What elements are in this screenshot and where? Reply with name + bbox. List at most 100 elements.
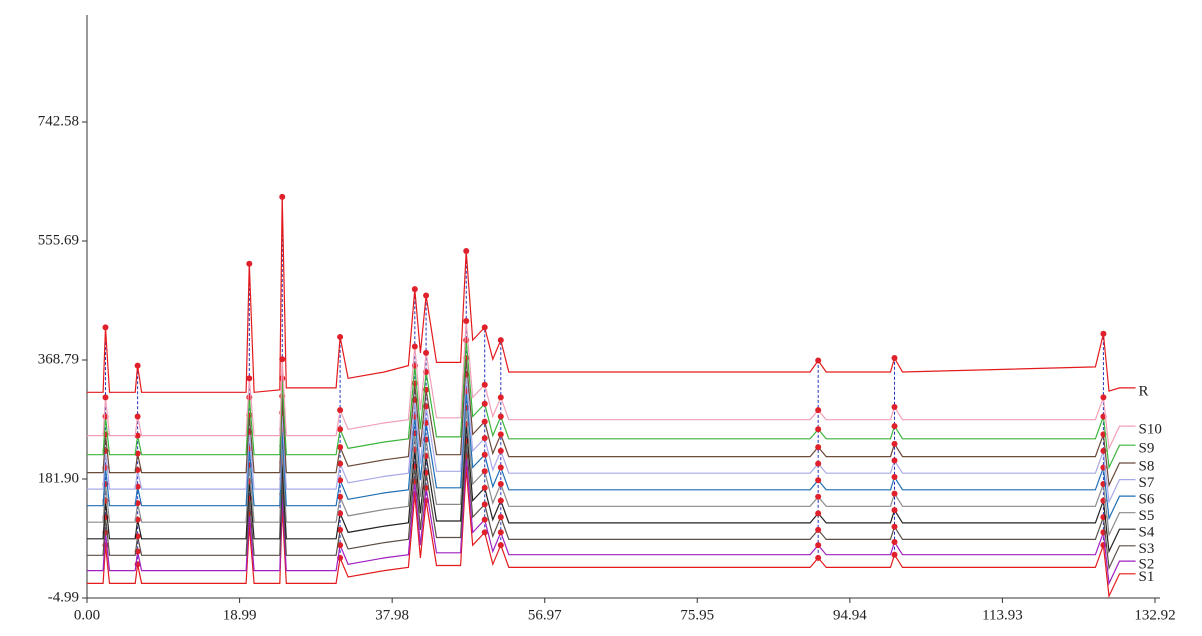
x-tick-label: 132.92 [1134,607,1175,623]
peak-dot [815,554,822,561]
peak-dot [891,538,898,545]
peak-dot [815,444,822,451]
peak-dot [481,381,488,388]
legend-label: S9 [1139,441,1155,457]
legend-label: S1 [1139,569,1155,585]
trace [87,357,1136,488]
peak-dot [815,493,822,500]
peak-dot [891,457,898,464]
peak-dot [497,413,504,420]
peak-dot [481,418,488,425]
peak-dot [246,260,253,267]
peak-dot [815,526,822,533]
peak-dot [102,394,109,401]
peak-dot [497,394,504,401]
peak-dot [481,451,488,458]
peak-dot [481,400,488,407]
peak-dot [497,529,504,536]
peak-dot [1100,330,1107,337]
peak-dot [423,292,430,299]
x-tick-label: 37.98 [375,607,409,623]
legend-label: S4 [1139,525,1155,541]
legend-label: S2 [1139,557,1155,573]
peak-dot [497,542,504,549]
peak-dot [891,551,898,558]
legend-label: S6 [1139,492,1155,508]
peak-dot [815,510,822,517]
peak-dot [481,501,488,508]
legend-label: S8 [1139,458,1155,474]
peak-dot [891,440,898,447]
x-tick-label: 56.97 [528,607,562,623]
peak-dot [279,193,286,200]
peak-dot [891,354,898,361]
trace [87,407,1136,538]
peak-dot [481,324,488,331]
legend-label: S5 [1139,508,1155,524]
trace [87,340,1136,470]
y-tick-label: 555.69 [38,232,79,248]
peak-dot [481,516,488,523]
peak-dot [134,432,141,439]
y-tick-label: -4.99 [48,589,79,605]
peak-dot [497,514,504,521]
peak-dot [481,484,488,491]
trace [87,468,1136,599]
trace [87,455,1136,586]
peak-dot [497,337,504,344]
peak-dot [337,426,344,433]
peak-dot [337,333,344,340]
peak-dot [134,362,141,369]
peak-dot [463,247,470,254]
legend-label: R [1139,383,1149,399]
peak-dot [891,403,898,410]
peak-dot [337,526,344,533]
peak-dot [411,343,418,350]
peak-dot [815,542,822,549]
peak-dot [815,426,822,433]
peak-dot [337,407,344,414]
peak-dot [891,490,898,497]
peak-dot [246,375,253,382]
peak-dot [481,529,488,536]
y-tick-label: 181.90 [38,470,79,486]
legend-label: S7 [1139,475,1155,491]
peak-dot [337,444,344,451]
peak-dot [497,447,504,454]
peak-dot [337,542,344,549]
y-tick-label: 742.58 [38,113,79,129]
trace [87,196,1136,393]
peak-dot [497,431,504,438]
trace [87,424,1136,554]
trace [87,440,1136,571]
peak-dot [891,507,898,514]
peak-dot [337,510,344,517]
peak-dot [481,435,488,442]
peak-dot [815,357,822,364]
x-tick-label: 0.00 [74,607,100,623]
peak-dot [815,407,822,414]
legend-label: S3 [1139,541,1155,557]
peak-dot [337,460,344,467]
peak-dot [423,349,430,356]
peak-dot [481,468,488,475]
y-tick-label: 368.79 [38,351,79,367]
peak-dot [411,286,418,293]
peak-dot [337,477,344,484]
peak-dot [891,474,898,481]
peak-dot [1100,394,1107,401]
x-tick-label: 94.94 [833,607,867,623]
trace [87,320,1136,451]
x-tick-label: 113.93 [982,607,1023,623]
peak-dot [463,318,470,325]
x-tick-label: 75.95 [680,607,714,623]
peak-dot [102,324,109,331]
peak-dot [891,523,898,530]
peak-dot [497,481,504,488]
legend-label: S10 [1139,422,1162,438]
peak-dot [134,413,141,420]
x-tick-label: 18.99 [223,607,257,623]
peak-dot [815,460,822,467]
peak-dot [497,464,504,471]
